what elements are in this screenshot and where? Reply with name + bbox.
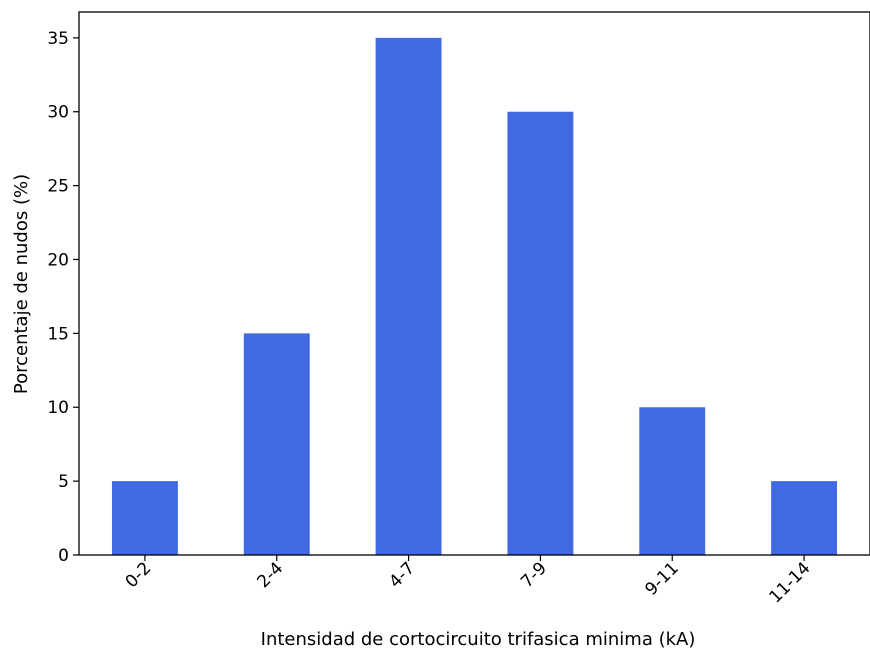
y-tick-label: 10	[47, 398, 69, 418]
bar-7-9	[507, 111, 574, 556]
bar-9-11	[639, 407, 706, 555]
y-tick-label: 15	[47, 324, 69, 344]
x-axis-ticks: 0-2 2-4 4-7 7-9 9-11 11-14	[122, 555, 815, 607]
bar-11-14	[771, 481, 838, 555]
y-tick-label: 20	[47, 250, 69, 270]
y-tick-label: 35	[47, 29, 69, 49]
x-tick-label: 4-7	[385, 558, 419, 592]
x-tick-label: 7-9	[517, 558, 551, 592]
bars-group	[111, 37, 838, 556]
y-tick-label: 5	[58, 472, 69, 492]
bar-4-7	[375, 37, 442, 556]
y-tick-label: 30	[47, 103, 69, 123]
y-axis-ticks: 0 5 10 15 20 25 30 35	[47, 29, 79, 566]
x-tick-label: 0-2	[122, 558, 156, 592]
bar-0-2	[111, 481, 178, 555]
x-tick-label: 11-14	[766, 558, 815, 607]
y-axis-title: Porcentaje de nudos (%)	[11, 174, 32, 394]
x-tick-label: 2-4	[253, 558, 287, 592]
plot-frame	[78, 11, 870, 556]
y-tick-label: 25	[47, 177, 69, 197]
y-tick-label: 0	[58, 546, 69, 566]
bar-2-4	[243, 333, 310, 555]
x-axis-title: Intensidad de cortocircuito trifasica mi…	[261, 629, 696, 650]
x-tick-label: 9-11	[641, 558, 682, 599]
